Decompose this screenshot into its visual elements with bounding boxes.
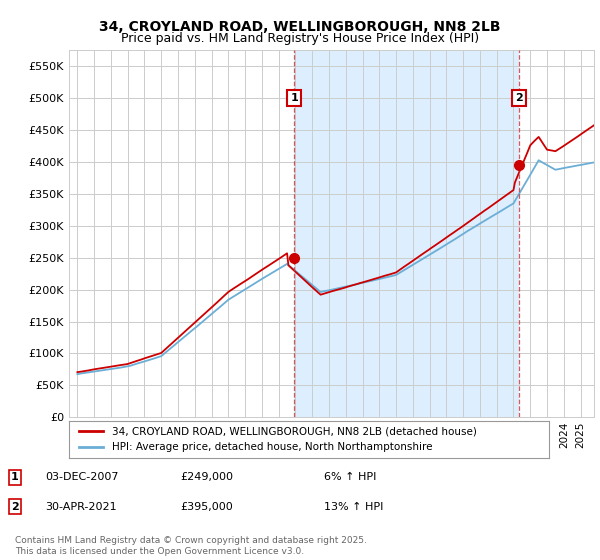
Text: 6% ↑ HPI: 6% ↑ HPI: [324, 472, 376, 482]
Text: 2: 2: [11, 502, 19, 512]
Text: 1: 1: [11, 472, 19, 482]
Text: 03-DEC-2007: 03-DEC-2007: [45, 472, 119, 482]
Text: Price paid vs. HM Land Registry's House Price Index (HPI): Price paid vs. HM Land Registry's House …: [121, 32, 479, 45]
Text: Contains HM Land Registry data © Crown copyright and database right 2025.
This d: Contains HM Land Registry data © Crown c…: [15, 536, 367, 556]
Text: 1: 1: [290, 94, 298, 103]
Text: £249,000: £249,000: [180, 472, 233, 482]
Bar: [294, 50, 519, 417]
Text: 34, CROYLAND ROAD, WELLINGBOROUGH, NN8 2LB: 34, CROYLAND ROAD, WELLINGBOROUGH, NN8 2…: [99, 20, 501, 34]
Text: 2: 2: [515, 94, 523, 103]
Text: £395,000: £395,000: [180, 502, 233, 512]
Text: 30-APR-2021: 30-APR-2021: [45, 502, 116, 512]
Text: 34, CROYLAND ROAD, WELLINGBOROUGH, NN8 2LB (detached house): 34, CROYLAND ROAD, WELLINGBOROUGH, NN8 2…: [112, 426, 477, 436]
Text: 13% ↑ HPI: 13% ↑ HPI: [324, 502, 383, 512]
Text: HPI: Average price, detached house, North Northamptonshire: HPI: Average price, detached house, Nort…: [112, 442, 433, 452]
